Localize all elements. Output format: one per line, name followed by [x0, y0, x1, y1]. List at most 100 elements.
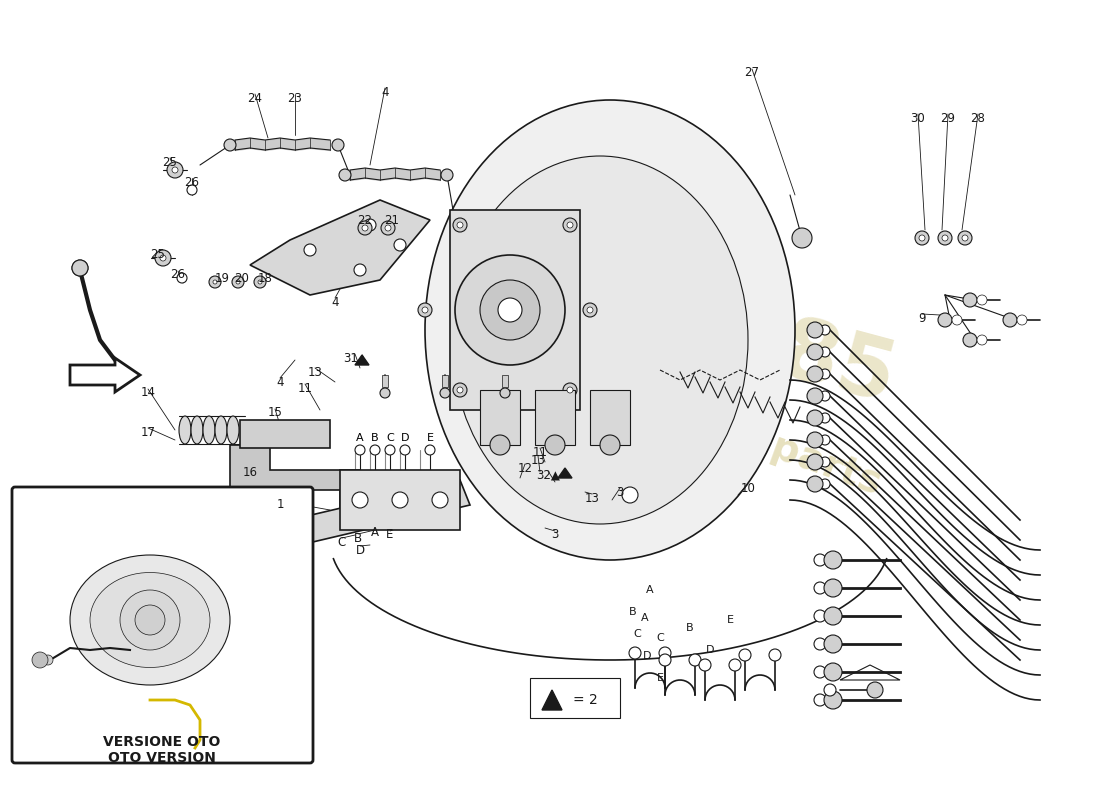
- Text: 14: 14: [141, 386, 155, 399]
- Circle shape: [232, 276, 244, 288]
- Circle shape: [1018, 315, 1027, 325]
- Circle shape: [304, 244, 316, 256]
- Text: C: C: [634, 629, 641, 639]
- Circle shape: [629, 647, 641, 659]
- Circle shape: [820, 479, 830, 489]
- Circle shape: [824, 551, 842, 569]
- Text: D: D: [706, 645, 714, 655]
- Circle shape: [814, 694, 826, 706]
- Bar: [535, 390, 575, 445]
- Circle shape: [544, 435, 565, 455]
- Circle shape: [455, 255, 565, 365]
- Circle shape: [155, 250, 170, 266]
- Text: D: D: [355, 543, 364, 557]
- Circle shape: [583, 303, 597, 317]
- Text: 19: 19: [214, 271, 230, 285]
- Polygon shape: [230, 445, 360, 530]
- Text: 24: 24: [248, 91, 263, 105]
- Text: 16: 16: [242, 466, 257, 479]
- Circle shape: [422, 307, 428, 313]
- Circle shape: [72, 260, 88, 276]
- Bar: [530, 678, 620, 718]
- Circle shape: [977, 295, 987, 305]
- Text: 13: 13: [530, 454, 546, 466]
- Circle shape: [355, 445, 365, 455]
- Circle shape: [962, 235, 968, 241]
- Circle shape: [824, 607, 842, 625]
- Text: C: C: [656, 633, 664, 643]
- Circle shape: [172, 167, 178, 173]
- Circle shape: [392, 492, 408, 508]
- Circle shape: [209, 276, 221, 288]
- Circle shape: [769, 649, 781, 661]
- Text: 20: 20: [234, 271, 250, 285]
- Circle shape: [977, 335, 987, 345]
- Circle shape: [418, 303, 432, 317]
- Circle shape: [820, 347, 830, 357]
- Circle shape: [689, 654, 701, 666]
- Circle shape: [177, 273, 187, 283]
- Circle shape: [385, 225, 390, 231]
- Circle shape: [600, 435, 620, 455]
- Circle shape: [915, 231, 930, 245]
- Text: 3: 3: [616, 486, 624, 498]
- Circle shape: [820, 435, 830, 445]
- Text: C: C: [338, 535, 346, 549]
- Text: 25: 25: [163, 155, 177, 169]
- Circle shape: [440, 388, 450, 398]
- Circle shape: [213, 280, 217, 284]
- Circle shape: [729, 659, 741, 671]
- Circle shape: [258, 280, 262, 284]
- Ellipse shape: [227, 416, 239, 444]
- Circle shape: [820, 391, 830, 401]
- Circle shape: [254, 276, 266, 288]
- Circle shape: [432, 492, 448, 508]
- Text: 11: 11: [297, 382, 312, 394]
- Text: 3: 3: [551, 529, 559, 542]
- Circle shape: [820, 325, 830, 335]
- Bar: [502, 375, 508, 387]
- Text: = 2: = 2: [573, 693, 597, 707]
- Text: 11: 11: [532, 446, 548, 458]
- Circle shape: [962, 293, 977, 307]
- Circle shape: [938, 313, 952, 327]
- Circle shape: [563, 218, 578, 232]
- Circle shape: [621, 487, 638, 503]
- Circle shape: [824, 579, 842, 597]
- Circle shape: [566, 222, 573, 228]
- Circle shape: [224, 139, 236, 151]
- Circle shape: [425, 445, 435, 455]
- Text: A: A: [646, 585, 653, 595]
- Circle shape: [814, 582, 826, 594]
- Text: 10: 10: [740, 482, 756, 494]
- Circle shape: [814, 554, 826, 566]
- Circle shape: [120, 590, 180, 650]
- Circle shape: [456, 222, 463, 228]
- Circle shape: [942, 235, 948, 241]
- Circle shape: [441, 169, 453, 181]
- Text: 26: 26: [185, 175, 199, 189]
- Text: VERSIONE OTO
OTO VERSION: VERSIONE OTO OTO VERSION: [103, 735, 221, 765]
- Text: 4: 4: [382, 86, 388, 98]
- Text: 4: 4: [276, 375, 284, 389]
- Text: 23: 23: [287, 91, 303, 105]
- Circle shape: [952, 315, 962, 325]
- Ellipse shape: [214, 416, 227, 444]
- Circle shape: [824, 663, 842, 681]
- Text: 13: 13: [584, 491, 600, 505]
- Text: B: B: [354, 531, 362, 545]
- Circle shape: [820, 369, 830, 379]
- Text: 17: 17: [141, 426, 155, 438]
- Text: 12: 12: [517, 462, 532, 474]
- Circle shape: [236, 280, 240, 284]
- Circle shape: [807, 410, 823, 426]
- Circle shape: [824, 691, 842, 709]
- Circle shape: [339, 169, 351, 181]
- Text: E: E: [386, 529, 394, 542]
- Circle shape: [72, 260, 88, 276]
- Circle shape: [453, 383, 468, 397]
- Circle shape: [160, 255, 166, 261]
- Circle shape: [187, 185, 197, 195]
- Circle shape: [698, 659, 711, 671]
- Text: 30: 30: [911, 111, 925, 125]
